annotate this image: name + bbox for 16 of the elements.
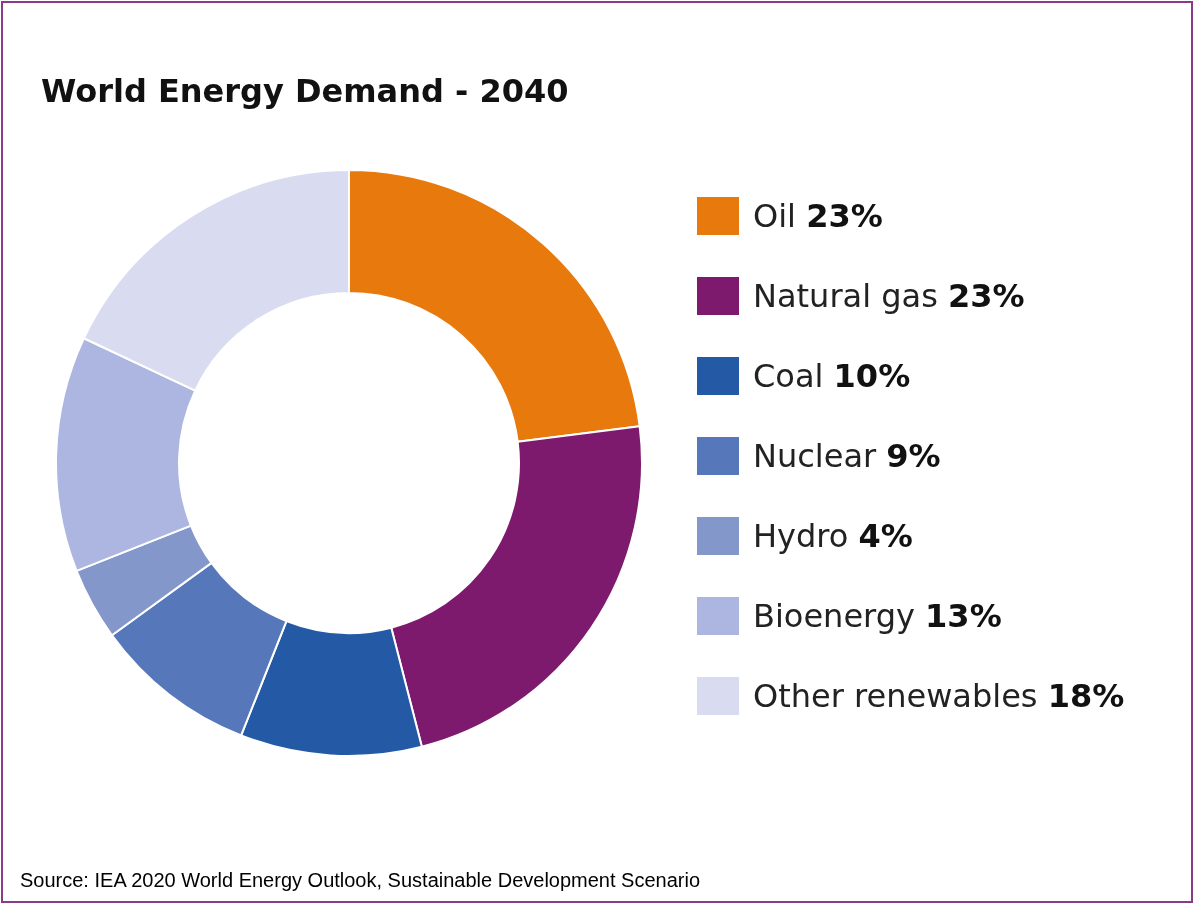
- chart-title: World Energy Demand - 2040: [41, 72, 569, 110]
- data-label: 10%: [833, 357, 911, 395]
- source-note: Source: IEA 2020 World Energy Outlook, Sustainable Development Scenario: [20, 869, 701, 891]
- legend-label: Coal: [753, 357, 834, 395]
- legend-label: Nuclear: [753, 437, 887, 475]
- legend-label: Oil: [753, 197, 807, 235]
- data-label: 23%: [806, 197, 883, 235]
- legend-label: Natural gas: [753, 277, 948, 315]
- legend-label: Hydro: [753, 517, 859, 555]
- data-label: 13%: [925, 597, 1002, 635]
- data-label: 18%: [1047, 677, 1125, 715]
- legend-label: Other renewables: [753, 677, 1048, 715]
- data-label: 4%: [858, 517, 913, 555]
- data-label: 23%: [947, 277, 1025, 315]
- data-label: 9%: [886, 437, 941, 475]
- legend-label: Bioenergy: [753, 597, 926, 635]
